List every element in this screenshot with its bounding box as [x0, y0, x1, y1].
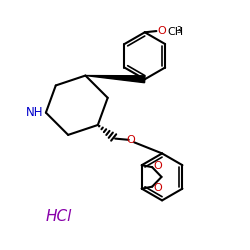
Text: O: O: [153, 183, 162, 193]
Text: 3: 3: [176, 26, 181, 35]
Text: O: O: [153, 161, 162, 171]
Text: O: O: [158, 26, 166, 36]
Text: HCl: HCl: [46, 209, 72, 224]
Polygon shape: [86, 76, 145, 83]
Text: CH: CH: [167, 27, 183, 37]
Text: O: O: [127, 135, 136, 145]
Text: NH: NH: [26, 106, 43, 119]
